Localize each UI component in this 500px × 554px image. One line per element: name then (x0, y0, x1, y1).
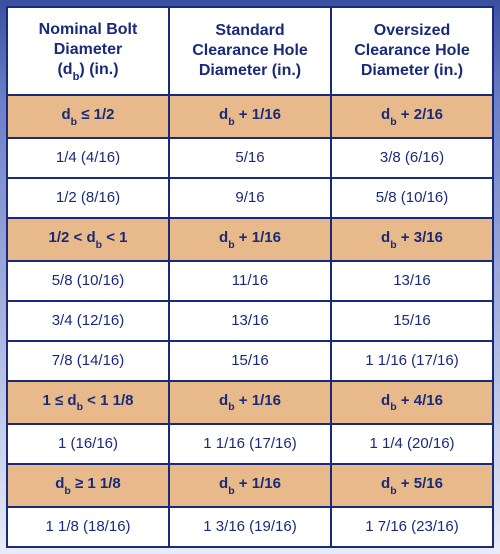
table-cell: 5/8 (10/16) (7, 261, 169, 301)
table-header: Nominal BoltDiameter(db) (in.)StandardCl… (7, 7, 493, 95)
table-cell: db + 1/16 (169, 218, 331, 261)
column-header-2: OversizedClearance HoleDiameter (in.) (331, 7, 493, 95)
table-cell: 1 1/4 (20/16) (331, 424, 493, 464)
table-container: Nominal BoltDiameter(db) (in.)StandardCl… (0, 0, 500, 554)
header-row: Nominal BoltDiameter(db) (in.)StandardCl… (7, 7, 493, 95)
table-cell: 1/4 (4/16) (7, 138, 169, 178)
table-cell: db + 1/16 (169, 464, 331, 507)
table-cell: 1/2 < db < 1 (7, 218, 169, 261)
table-cell: 9/16 (169, 178, 331, 218)
table-cell: 13/16 (169, 301, 331, 341)
table-cell: 5/8 (10/16) (331, 178, 493, 218)
clearance-hole-table: Nominal BoltDiameter(db) (in.)StandardCl… (6, 6, 494, 548)
table-cell: db + 5/16 (331, 464, 493, 507)
table-row: 1/2 < db < 1db + 1/16db + 3/16 (7, 218, 493, 261)
table-cell: 1/2 (8/16) (7, 178, 169, 218)
table-cell: db + 1/16 (169, 95, 331, 138)
table-cell: db + 1/16 (169, 381, 331, 424)
table-cell: 1 1/8 (18/16) (7, 507, 169, 547)
table-row: 7/8 (14/16)15/161 1/16 (17/16) (7, 341, 493, 381)
table-cell: 5/16 (169, 138, 331, 178)
column-header-1: StandardClearance HoleDiameter (in.) (169, 7, 331, 95)
table-row: db ≤ 1/2db + 1/16db + 2/16 (7, 95, 493, 138)
table-cell: 1 1/16 (17/16) (169, 424, 331, 464)
table-row: 1 ≤ db < 1 1/8db + 1/16db + 4/16 (7, 381, 493, 424)
table-cell: 13/16 (331, 261, 493, 301)
table-row: 1/4 (4/16)5/163/8 (6/16) (7, 138, 493, 178)
table-cell: 3/8 (6/16) (331, 138, 493, 178)
table-cell: 1 3/16 (19/16) (169, 507, 331, 547)
table-cell: 1 (16/16) (7, 424, 169, 464)
table-cell: 11/16 (169, 261, 331, 301)
table-cell: db ≤ 1/2 (7, 95, 169, 138)
table-cell: db + 2/16 (331, 95, 493, 138)
table-row: 5/8 (10/16)11/1613/16 (7, 261, 493, 301)
table-cell: db + 3/16 (331, 218, 493, 261)
table-row: db ≥ 1 1/8db + 1/16db + 5/16 (7, 464, 493, 507)
table-row: 1/2 (8/16)9/165/8 (10/16) (7, 178, 493, 218)
table-body: db ≤ 1/2db + 1/16db + 2/161/4 (4/16)5/16… (7, 95, 493, 547)
table-cell: 1 1/16 (17/16) (331, 341, 493, 381)
table-cell: 1 ≤ db < 1 1/8 (7, 381, 169, 424)
table-cell: db ≥ 1 1/8 (7, 464, 169, 507)
column-header-0: Nominal BoltDiameter(db) (in.) (7, 7, 169, 95)
table-cell: db + 4/16 (331, 381, 493, 424)
table-cell: 15/16 (169, 341, 331, 381)
table-cell: 15/16 (331, 301, 493, 341)
table-row: 1 (16/16)1 1/16 (17/16)1 1/4 (20/16) (7, 424, 493, 464)
table-cell: 3/4 (12/16) (7, 301, 169, 341)
table-row: 1 1/8 (18/16)1 3/16 (19/16)1 7/16 (23/16… (7, 507, 493, 547)
table-cell: 7/8 (14/16) (7, 341, 169, 381)
table-row: 3/4 (12/16)13/1615/16 (7, 301, 493, 341)
table-cell: 1 7/16 (23/16) (331, 507, 493, 547)
